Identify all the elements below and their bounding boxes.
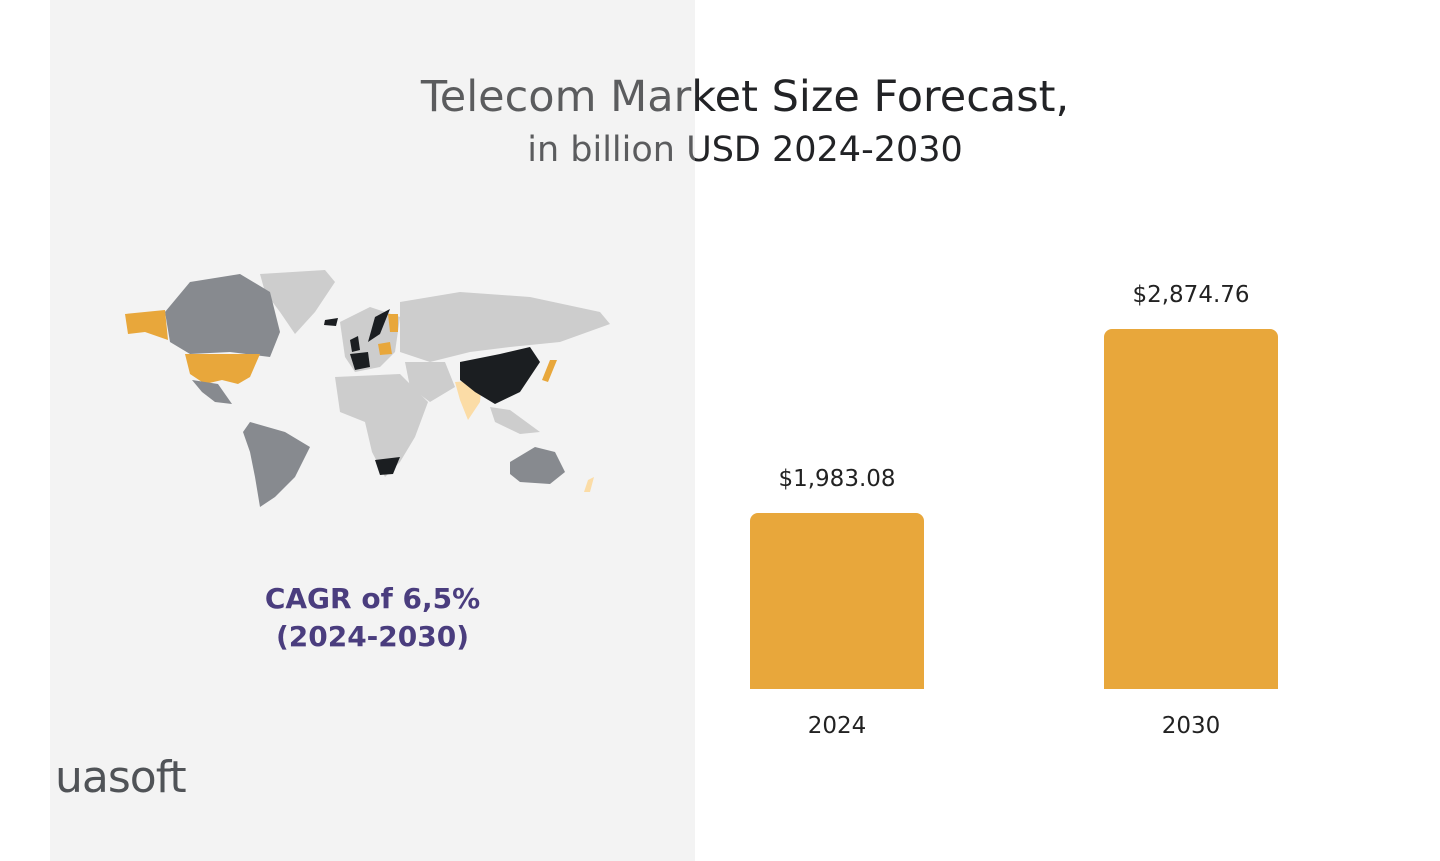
map-usa [185,354,260,384]
map-south-africa [375,457,400,475]
map-china [460,347,540,404]
map-alaska [125,310,168,340]
chart-title: Telecom Market Size Forecast, [0,72,1440,122]
chart-subtitle: in billion USD 2024-2030 [0,130,1440,170]
cagr-line2: (2024-2030) [275,620,470,653]
world-map [125,270,610,507]
map-africa [335,374,428,477]
map-south-america [243,422,310,507]
category-label: 2030 [1161,713,1221,739]
map-australia [510,447,565,484]
map-se-asia [490,407,540,434]
value-label: $1,983.08 [778,465,896,492]
cagr-annotation: CAGR of 6,5% (2024-2030) [170,580,575,656]
map-mexico [192,380,232,404]
map-new-zealand [584,477,594,492]
map-greenland [260,270,335,334]
map-finland [388,314,398,332]
map-france [350,352,370,370]
map-uk [350,336,360,352]
bar-2030 [1104,329,1278,689]
map-japan [542,360,557,382]
map-scandinavia [368,309,390,342]
category-label: 2024 [807,713,867,739]
bar-2024 [750,512,924,689]
map-russia-asia [400,292,610,362]
cagr-line1: CAGR of 6,5% [264,582,481,615]
map-canada [165,274,280,357]
map-poland [378,342,392,355]
uasoft-logo: uasoft [55,752,187,803]
value-label: $2,874.76 [1132,282,1250,308]
map-iceland [324,318,338,326]
